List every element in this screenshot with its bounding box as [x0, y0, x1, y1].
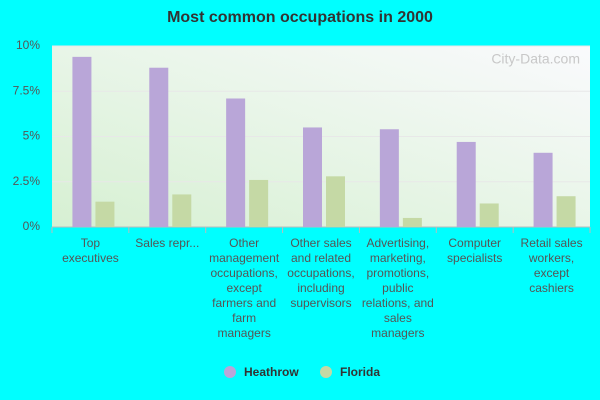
bar [149, 67, 169, 227]
x-tick-label: Other sales and related occupations, inc… [287, 236, 355, 310]
y-tick-label: 0% [23, 219, 41, 233]
bar [95, 201, 115, 227]
x-tick-label: Computer specialists [447, 236, 503, 265]
bar [249, 179, 269, 227]
legend-marker [224, 366, 236, 378]
bar [402, 217, 422, 227]
bar [326, 176, 345, 227]
y-tick-label: 10% [16, 38, 40, 52]
x-tick-label: Other management occupations, except far… [209, 236, 280, 340]
x-tick-label: Retail sales workers, except cashiers [520, 236, 583, 295]
bar [456, 141, 476, 227]
bar [379, 129, 399, 227]
bar [303, 127, 322, 227]
y-tick-label: 2.5% [13, 174, 41, 188]
y-tick-label: 7.5% [13, 83, 41, 97]
bar [479, 203, 499, 227]
bar [533, 152, 553, 227]
bar [72, 56, 92, 227]
y-tick-label: 5% [23, 129, 41, 143]
watermark: City-Data.com [491, 51, 580, 67]
legend-label: Florida [340, 365, 380, 379]
x-tick-label: Sales repr... [135, 236, 200, 250]
legend-label: Heathrow [244, 365, 299, 379]
x-tick-label: Advertising, marketing, promotions, publ… [361, 236, 434, 340]
legend-marker [320, 366, 332, 378]
chart-title: Most common occupations in 2000 [167, 9, 433, 26]
bar [556, 196, 576, 227]
bar [226, 98, 246, 228]
x-tick-label: Top executives [62, 236, 119, 265]
bar [172, 194, 192, 227]
